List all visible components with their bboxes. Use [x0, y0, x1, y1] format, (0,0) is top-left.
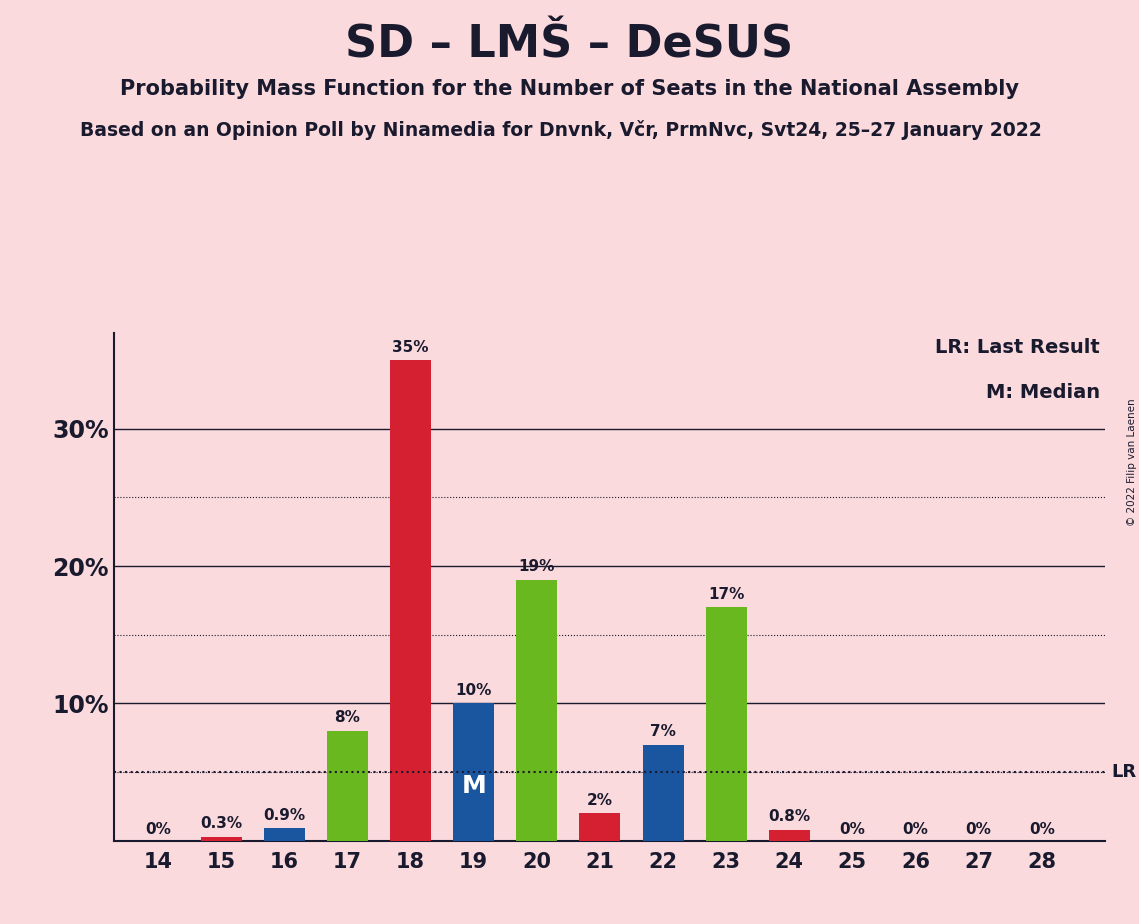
Bar [769, 830, 810, 841]
Text: 17%: 17% [708, 587, 744, 602]
Text: Based on an Opinion Poll by Ninamedia for Dnvnk, Včr, PrmNvc, Svt24, 25–27 Janua: Based on an Opinion Poll by Ninamedia fo… [80, 120, 1041, 140]
Bar [453, 703, 494, 841]
Bar [706, 607, 747, 841]
Text: © 2022 Filip van Laenen: © 2022 Filip van Laenen [1126, 398, 1137, 526]
Bar [264, 829, 305, 841]
Bar [580, 813, 621, 841]
Bar [516, 580, 557, 841]
Text: LR: LR [1112, 763, 1137, 781]
Text: 0.3%: 0.3% [200, 816, 243, 832]
Text: 2%: 2% [587, 793, 613, 808]
Text: M: M [461, 774, 486, 798]
Text: LR: Last Result: LR: Last Result [935, 337, 1100, 357]
Text: 0%: 0% [1029, 821, 1055, 837]
Text: 0.8%: 0.8% [768, 809, 810, 824]
Text: 8%: 8% [335, 711, 360, 725]
Text: M: Median: M: Median [985, 383, 1100, 403]
Bar [200, 837, 241, 841]
Bar [327, 731, 368, 841]
Text: Probability Mass Function for the Number of Seats in the National Assembly: Probability Mass Function for the Number… [120, 79, 1019, 99]
Text: 0%: 0% [839, 821, 866, 837]
Text: 10%: 10% [456, 683, 492, 698]
Text: 7%: 7% [650, 724, 675, 739]
Text: 0%: 0% [902, 821, 928, 837]
Text: 0%: 0% [145, 821, 171, 837]
Text: 0.9%: 0.9% [263, 808, 305, 823]
Text: 0%: 0% [966, 821, 992, 837]
Bar [642, 745, 683, 841]
Bar [390, 360, 431, 841]
Text: SD – LMŠ – DeSUS: SD – LMŠ – DeSUS [345, 23, 794, 67]
Text: 19%: 19% [518, 559, 555, 575]
Text: 35%: 35% [392, 340, 428, 355]
